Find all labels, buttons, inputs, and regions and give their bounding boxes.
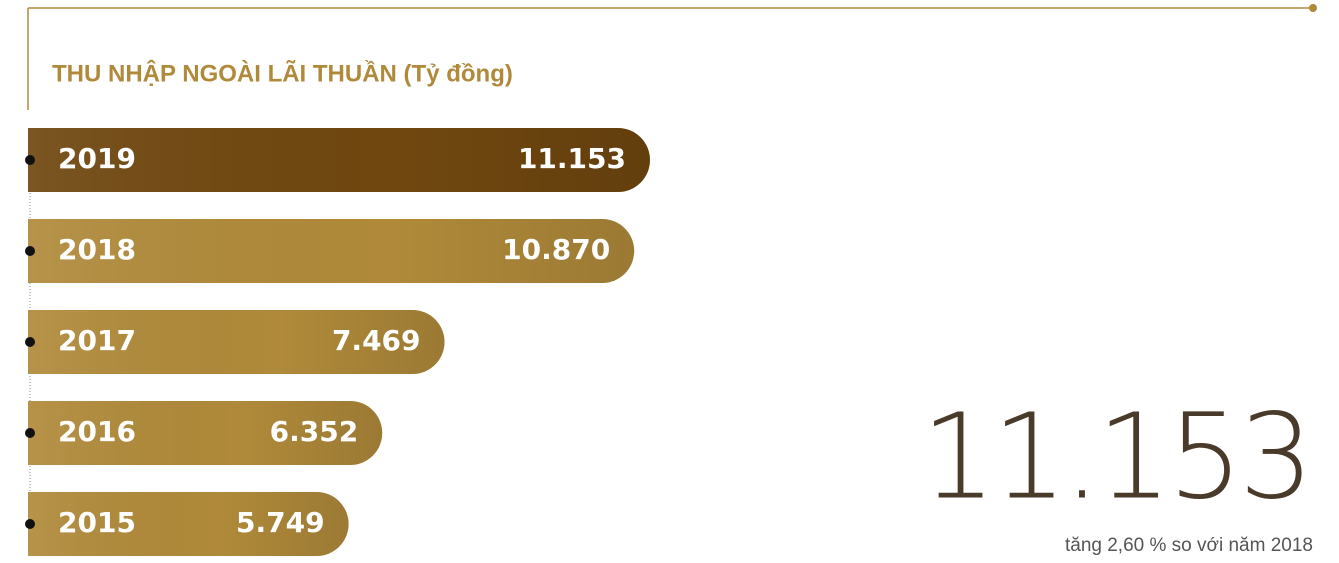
bar-shade [28,492,349,556]
bar-shade [28,401,383,465]
category-label: 2019 [58,142,136,175]
value-label: 5.749 [236,506,325,539]
bullet [25,246,35,256]
bar-shade [28,219,635,283]
bar-shade [28,128,650,192]
bullet [25,155,35,165]
bullet [25,337,35,347]
bullet [25,428,35,438]
bullet [25,519,35,529]
frame-dot [1309,4,1317,12]
value-label: 10.870 [502,233,610,266]
chart-title: THU NHẬP NGOÀI LÃI THUẦN (Tỷ đồng) [52,59,513,87]
highlight-number: 11.153 [921,387,1310,525]
value-label: 7.469 [332,324,421,357]
category-label: 2018 [58,233,136,266]
category-label: 2016 [58,415,136,448]
highlight-note: tăng 2,60 % so với năm 2018 [1065,535,1313,556]
value-label: 6.352 [270,415,359,448]
category-label: 2015 [58,506,136,539]
bar-shade [28,310,445,374]
category-label: 2017 [58,324,136,357]
value-label: 11.153 [518,142,626,175]
